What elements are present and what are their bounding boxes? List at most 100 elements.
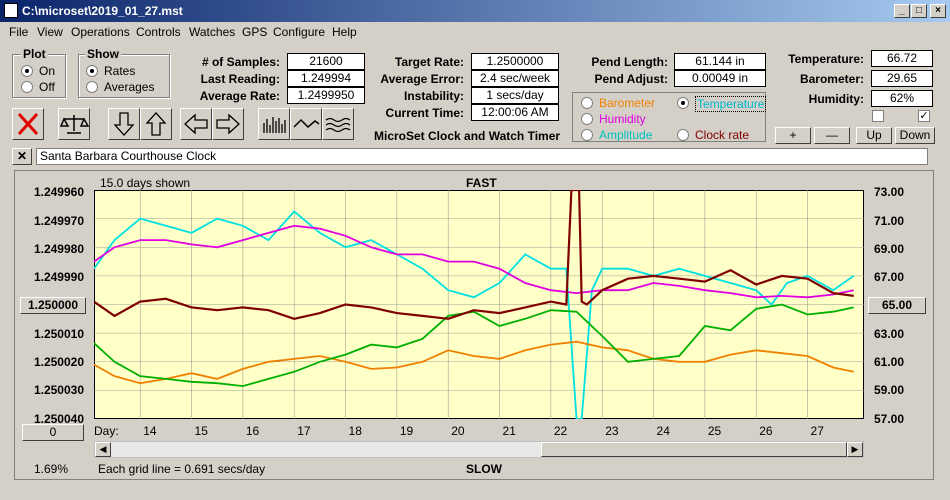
barometer-label: Barometer: bbox=[799, 72, 864, 86]
series-humidity bbox=[94, 224, 854, 299]
pend-adjust-field: 0.00049 in bbox=[674, 70, 766, 87]
amplitude-option: Amplitude bbox=[599, 128, 653, 142]
maximize-button[interactable]: □ bbox=[911, 4, 927, 18]
amplitude-radio[interactable] bbox=[581, 129, 593, 141]
show-rates-radio[interactable] bbox=[86, 65, 98, 77]
plus-button[interactable]: + bbox=[775, 127, 811, 144]
right-tick: 63.00 bbox=[874, 327, 905, 341]
arrow-down-icon bbox=[113, 112, 135, 136]
down-arrow-button[interactable] bbox=[108, 108, 140, 140]
temperature-field: 66.72 bbox=[871, 50, 933, 67]
scroll-left-button[interactable]: ◀ bbox=[95, 442, 111, 457]
day-tick-label: 15 bbox=[194, 424, 208, 438]
day-tick-label: 25 bbox=[707, 424, 722, 438]
pend-length-field[interactable]: 61.144 in bbox=[674, 53, 766, 70]
right-tick: 67.00 bbox=[874, 270, 905, 284]
down-button[interactable]: Down bbox=[895, 127, 935, 144]
day-tick-label: 21 bbox=[502, 424, 516, 438]
minimize-button[interactable]: _ bbox=[894, 4, 910, 18]
menu-view[interactable]: View bbox=[37, 25, 63, 39]
clock-name-input[interactable]: Santa Barbara Courthouse Clock bbox=[36, 148, 928, 165]
clear-button[interactable] bbox=[12, 108, 44, 140]
series-temperature bbox=[94, 210, 855, 419]
left-tick: 1.249970 bbox=[33, 214, 84, 228]
scroll-right-button[interactable]: ▶ bbox=[847, 442, 863, 457]
fast-label: FAST bbox=[466, 176, 497, 190]
bar-chart-icon bbox=[263, 117, 286, 133]
menu-controls[interactable]: Controls bbox=[136, 25, 181, 39]
left-tick: 1.250030 bbox=[33, 383, 84, 397]
menu-file[interactable]: File bbox=[9, 25, 29, 39]
current-time-field: 12:00:06 AM bbox=[471, 104, 559, 121]
day-tick-label: 14 bbox=[143, 424, 157, 438]
series-barometer bbox=[94, 340, 854, 385]
offset-button[interactable]: 0 bbox=[22, 424, 84, 441]
left-tick: 1.249960 bbox=[33, 185, 84, 199]
right-tick: 71.00 bbox=[874, 214, 905, 228]
menu-operations[interactable]: Operations bbox=[71, 25, 130, 39]
left-arrow-button[interactable] bbox=[180, 108, 212, 140]
multi-wave-icon bbox=[325, 117, 351, 133]
menu-watches[interactable]: Watches bbox=[189, 25, 236, 39]
samples-field: 21600 bbox=[287, 53, 365, 70]
show-averages-radio[interactable] bbox=[86, 81, 98, 93]
close-button[interactable]: × bbox=[930, 4, 946, 18]
temperature-radio[interactable] bbox=[677, 97, 689, 109]
temperature-option: Temperature bbox=[695, 96, 767, 112]
close-clock-button[interactable]: ✕ bbox=[12, 148, 32, 165]
left-tick: 1.250040 bbox=[33, 412, 84, 426]
minus-button[interactable]: — bbox=[814, 127, 850, 144]
wave-icon bbox=[293, 118, 320, 129]
show-group-label: Show bbox=[85, 47, 121, 61]
day-tick-label: 26 bbox=[759, 424, 773, 438]
red-x-icon bbox=[17, 112, 39, 136]
average-rate-field: 1.2499950 bbox=[287, 87, 365, 104]
center-rate-button[interactable]: 1.250000 bbox=[20, 297, 86, 314]
app-icon bbox=[4, 3, 18, 18]
menu-gps[interactable]: GPS bbox=[242, 25, 268, 39]
instability-field: 1 secs/day bbox=[471, 87, 559, 104]
last-reading-field: 1.249994 bbox=[287, 70, 365, 87]
slow-label: SLOW bbox=[466, 462, 502, 476]
right-tick: 59.00 bbox=[874, 383, 905, 397]
right-tick: 69.00 bbox=[874, 242, 905, 256]
humidity-radio[interactable] bbox=[581, 113, 593, 125]
bars-view-button[interactable] bbox=[258, 108, 290, 140]
up-button[interactable]: Up bbox=[856, 127, 892, 144]
average-error-label: Average Error: bbox=[380, 72, 464, 86]
sensor-selector: Barometer Temperature Humidity Amplitude… bbox=[572, 92, 767, 142]
right-tick: 73.00 bbox=[874, 185, 905, 199]
clock-rate-option: Clock rate bbox=[695, 128, 750, 142]
timer-caption: MicroSet Clock and Watch Timer bbox=[374, 129, 561, 143]
chart-scrollbar[interactable]: ◀ ▶ bbox=[94, 441, 864, 458]
plot-group-label: Plot bbox=[21, 47, 48, 61]
sensor-checkbox-2[interactable]: ✓ bbox=[918, 110, 930, 122]
close-icon: ✕ bbox=[16, 149, 28, 163]
show-averages-label: Averages bbox=[104, 80, 155, 94]
averages-view-button[interactable] bbox=[322, 108, 354, 140]
show-rates-label: Rates bbox=[104, 64, 136, 78]
days-shown-label: 15.0 days shown bbox=[100, 176, 191, 190]
scroll-thumb[interactable] bbox=[541, 442, 847, 457]
temperature-label: Temperature: bbox=[788, 52, 864, 66]
percent-label: 1.69% bbox=[34, 462, 69, 476]
menu-configure[interactable]: Configure bbox=[273, 25, 326, 39]
right-arrow-button[interactable] bbox=[212, 108, 244, 140]
center-temp-button[interactable]: 65.00 bbox=[868, 297, 926, 314]
instability-label: Instability: bbox=[403, 89, 464, 103]
sensor-checkbox-1[interactable] bbox=[872, 110, 884, 122]
menu-help[interactable]: Help bbox=[332, 25, 357, 39]
target-rate-field[interactable]: 1.2500000 bbox=[471, 53, 559, 70]
up-arrow-button[interactable] bbox=[140, 108, 172, 140]
balance-button[interactable] bbox=[58, 108, 90, 140]
plot-on-radio[interactable] bbox=[21, 65, 33, 77]
clock-rate-radio[interactable] bbox=[677, 129, 689, 141]
day-tick-label: 16 bbox=[245, 424, 260, 438]
plot-group: Plot On Off bbox=[12, 47, 66, 98]
plot-off-radio[interactable] bbox=[21, 81, 33, 93]
series-clock-rate bbox=[94, 190, 854, 320]
line-view-button[interactable] bbox=[290, 108, 322, 140]
series-amplitude bbox=[94, 303, 854, 388]
triangle-left-icon: ◀ bbox=[99, 444, 107, 454]
barometer-radio[interactable] bbox=[581, 97, 593, 109]
